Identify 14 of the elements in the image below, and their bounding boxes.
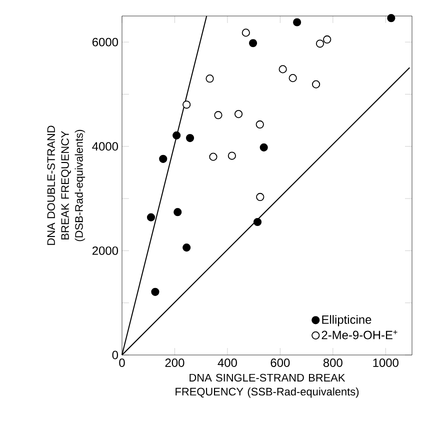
- x-tick-label: 800: [323, 358, 342, 367]
- x-axis-title: DNA SINGLE-STRAND BREAK FREQUENCY (SSB-Rad-equivalents): [176, 374, 359, 398]
- y-axis-title: DNA DOUBLE-STRAND BREAK FREQUENCY (DSB-Rad-equivalents): [47, 126, 86, 245]
- x-tick-label: 200: [165, 358, 184, 367]
- y-tick-label: 2000: [92, 246, 118, 255]
- x-tick-label: 0: [119, 358, 125, 367]
- x-tick-label: 600: [270, 358, 290, 367]
- y-tick-label: 0: [112, 350, 118, 360]
- x-tick-label: 1000: [373, 358, 398, 367]
- x-tick-label: 400: [218, 358, 237, 367]
- legend-label: Ellipticine: [322, 315, 372, 326]
- y-tick-label: 4000: [92, 142, 118, 151]
- y-tick-label: 6000: [92, 38, 118, 46]
- legend-label: 2-Me-9-OH-E$^{+}$: [322, 330, 398, 340]
